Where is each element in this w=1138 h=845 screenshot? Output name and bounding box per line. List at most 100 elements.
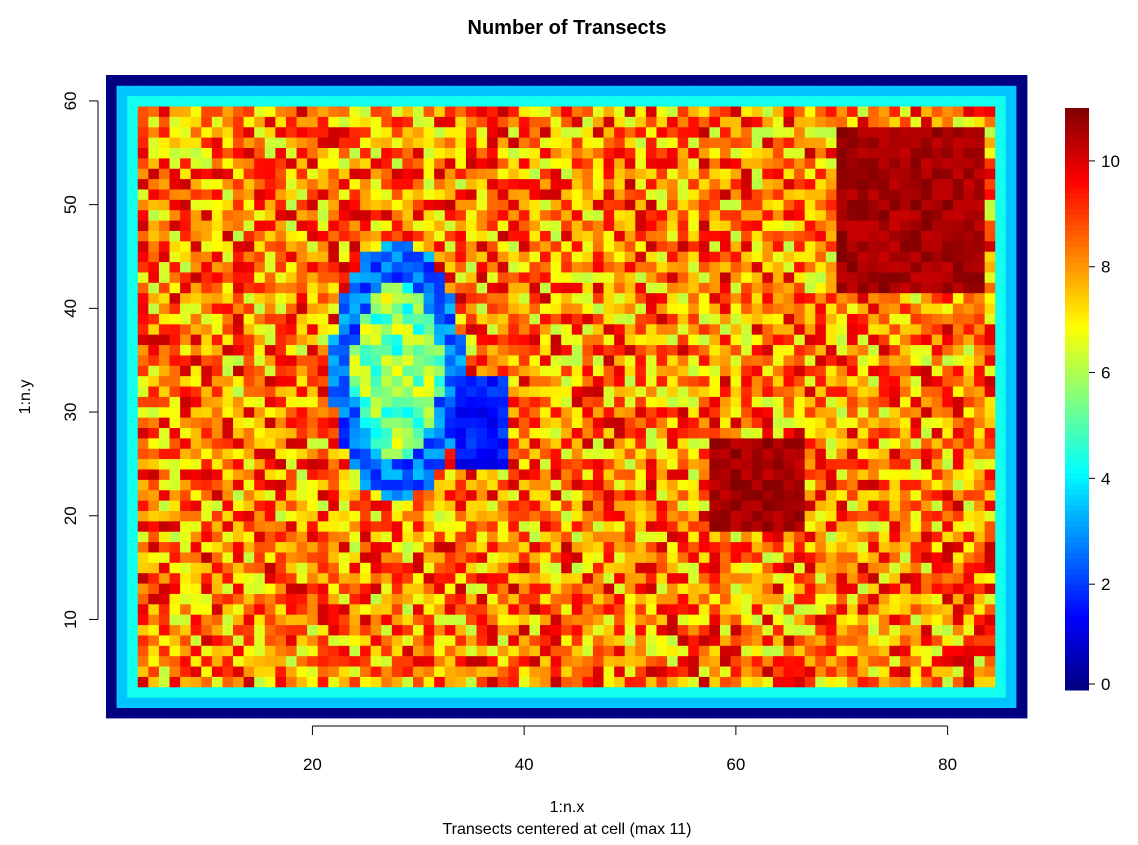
heatmap-cell	[878, 448, 890, 460]
heatmap-cell	[423, 707, 435, 719]
heatmap-cell	[487, 520, 499, 532]
heatmap-cell	[561, 75, 573, 86]
heatmap-cell	[349, 437, 361, 449]
heatmap-cell	[762, 635, 774, 646]
heatmap-cell	[529, 313, 541, 325]
heatmap-cell	[264, 552, 276, 563]
heatmap-cell	[222, 240, 234, 252]
heatmap-cell	[370, 624, 382, 636]
heatmap-cell	[402, 251, 414, 263]
heatmap-cell	[741, 437, 753, 449]
heatmap-cell	[656, 303, 668, 314]
heatmap-cell	[667, 126, 679, 138]
heatmap-cell	[158, 220, 170, 231]
heatmap-cell	[720, 562, 731, 574]
heatmap-cell	[455, 240, 467, 252]
heatmap-cell	[243, 323, 255, 335]
heatmap-cell	[698, 562, 710, 574]
heatmap-cell	[423, 676, 435, 688]
heatmap-cell	[550, 147, 562, 159]
heatmap-cell	[222, 126, 234, 138]
heatmap-cell	[127, 500, 139, 511]
heatmap-cell	[592, 157, 604, 169]
heatmap-cell	[529, 85, 541, 97]
heatmap-cell	[794, 375, 806, 387]
heatmap-cell	[148, 375, 160, 387]
heatmap-cell	[899, 168, 911, 180]
heatmap-cell	[116, 396, 128, 408]
heatmap-cell	[720, 655, 731, 667]
heatmap-cell	[921, 614, 933, 626]
heatmap-cell	[169, 655, 181, 667]
heatmap-cell	[127, 707, 139, 719]
heatmap-cell	[211, 572, 223, 584]
heatmap-cell	[878, 282, 890, 294]
heatmap-cell	[444, 427, 456, 439]
heatmap-cell	[667, 230, 679, 242]
heatmap-cell	[603, 603, 615, 615]
heatmap-cell	[561, 375, 573, 387]
heatmap-cell	[645, 676, 657, 688]
heatmap-cell	[317, 355, 329, 366]
heatmap-cell	[508, 552, 520, 563]
heatmap-cell	[889, 510, 901, 522]
heatmap-cell	[889, 313, 901, 325]
heatmap-cell	[709, 189, 721, 200]
heatmap-cell	[434, 531, 446, 543]
heatmap-cell	[709, 292, 721, 304]
heatmap-cell	[741, 106, 753, 117]
heatmap-cell	[614, 85, 626, 97]
heatmap-cell	[497, 417, 509, 429]
heatmap-cell	[201, 531, 213, 543]
heatmap-cell	[730, 645, 742, 657]
heatmap-cell	[720, 614, 731, 626]
heatmap-cell	[730, 95, 742, 107]
heatmap-cell	[624, 655, 636, 667]
heatmap-cell	[667, 240, 679, 252]
heatmap-cell	[592, 178, 604, 190]
heatmap-cell	[127, 178, 139, 190]
heatmap-cell	[222, 666, 234, 677]
heatmap-cell	[370, 562, 382, 574]
heatmap-cell	[465, 386, 477, 397]
heatmap-cell	[857, 292, 869, 304]
heatmap-cell	[211, 448, 223, 460]
heatmap-cell	[656, 417, 668, 429]
heatmap-cell	[921, 510, 933, 522]
heatmap-cell	[360, 230, 372, 242]
heatmap-cell	[667, 272, 679, 283]
heatmap-cell	[529, 375, 541, 387]
heatmap-cell	[508, 500, 520, 511]
heatmap-cell	[233, 189, 245, 200]
heatmap-cell	[571, 666, 583, 677]
heatmap-cell	[751, 603, 763, 615]
heatmap-cell	[847, 261, 859, 273]
heatmap-cell	[772, 697, 784, 709]
heatmap-cell	[222, 624, 234, 636]
heatmap-cell	[656, 85, 668, 97]
heatmap-cell	[349, 189, 361, 200]
heatmap-cell	[847, 469, 859, 480]
heatmap-cell	[391, 157, 403, 169]
heatmap-cell	[201, 635, 213, 646]
heatmap-cell	[275, 386, 287, 397]
heatmap-cell	[275, 137, 287, 148]
heatmap-cell	[857, 552, 869, 563]
heatmap-cell	[635, 603, 647, 615]
heatmap-cell	[148, 686, 160, 698]
heatmap-cell	[730, 230, 742, 242]
heatmap-cell	[635, 209, 647, 221]
heatmap-cell	[529, 261, 541, 273]
heatmap-cell	[285, 147, 297, 159]
heatmap-cell	[889, 666, 901, 677]
heatmap-cell	[741, 655, 753, 667]
heatmap-cell	[169, 697, 181, 709]
heatmap-cell	[508, 323, 520, 335]
heatmap-cell	[794, 655, 806, 667]
heatmap-cell	[571, 603, 583, 615]
heatmap-cell	[116, 686, 128, 698]
heatmap-cell	[233, 489, 245, 501]
heatmap-cell	[137, 396, 149, 408]
heatmap-cell	[582, 686, 594, 698]
heatmap-cell	[550, 541, 562, 553]
